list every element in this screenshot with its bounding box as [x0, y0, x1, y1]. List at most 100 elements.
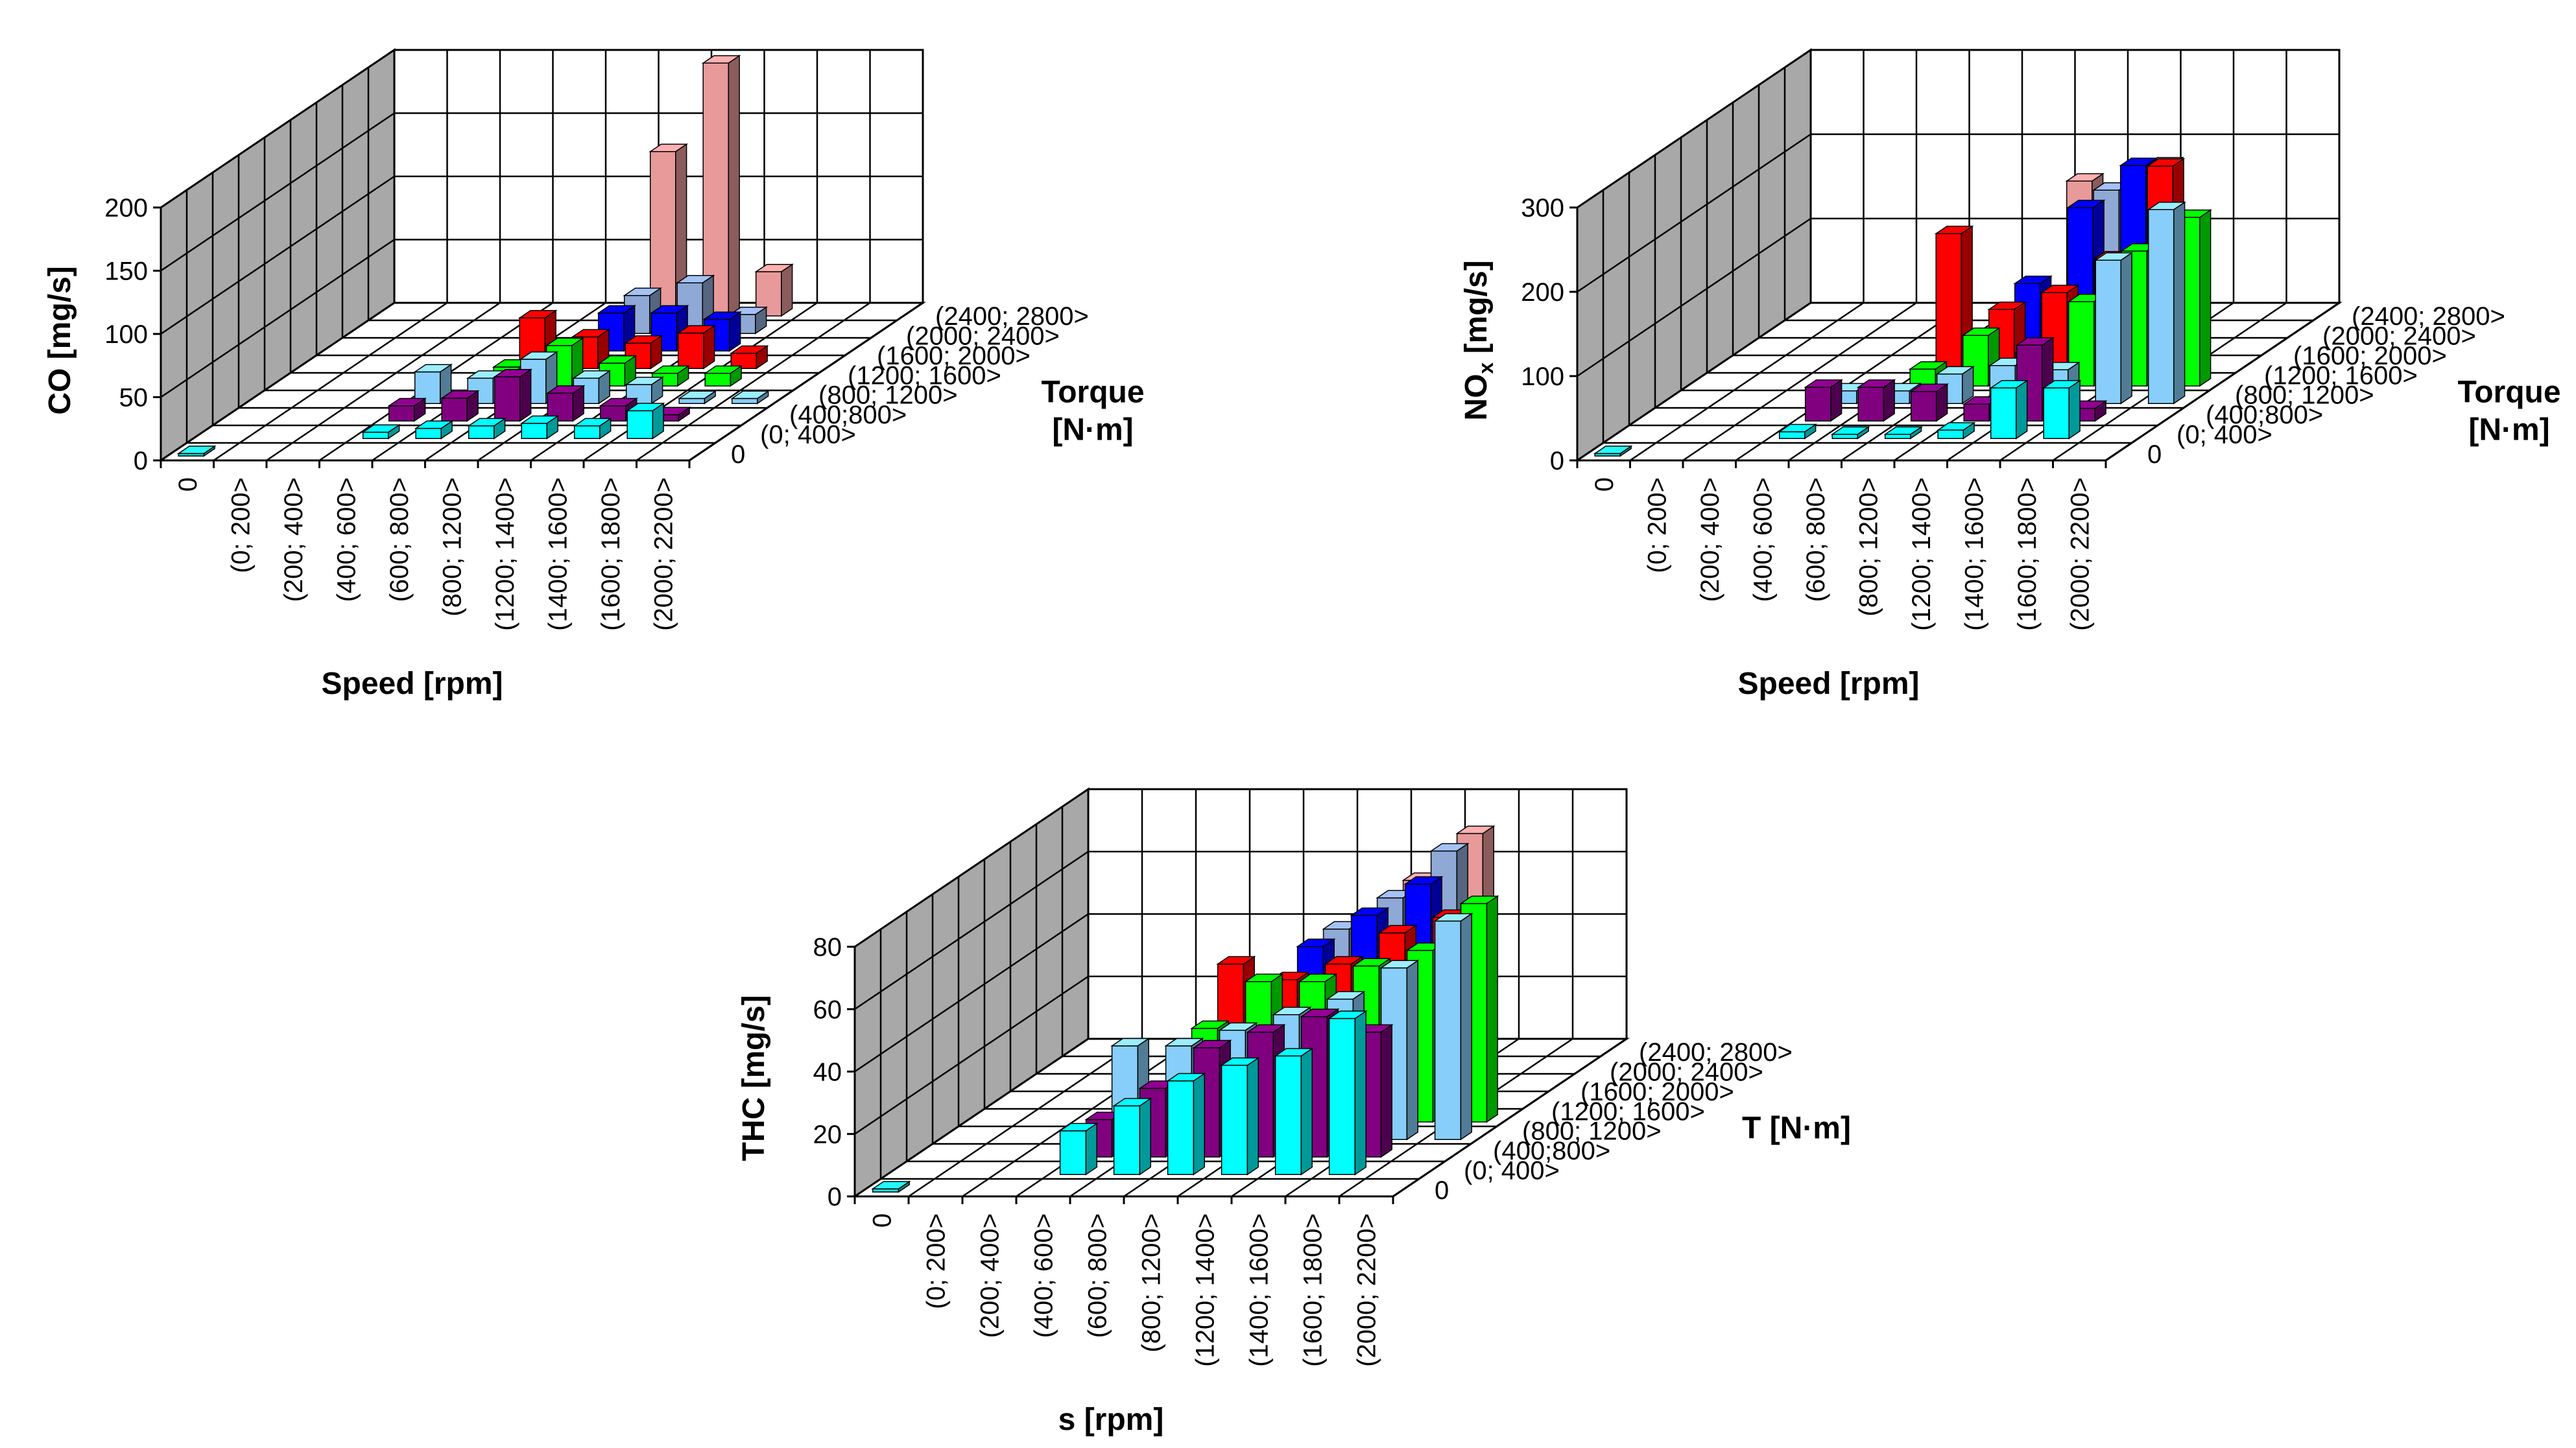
- z-tick-label: (0; 400>: [760, 420, 856, 449]
- floor-grid-line: [636, 302, 871, 462]
- bar: [519, 415, 560, 440]
- bars: [176, 54, 794, 457]
- z-tick-label: (2000; 2400>: [2322, 322, 2476, 351]
- z-tick-label: (1600; 2000>: [2293, 342, 2447, 370]
- side-grid-line: [160, 112, 395, 272]
- bar: [1909, 383, 1950, 422]
- bar: [571, 370, 612, 405]
- bar: [493, 368, 533, 422]
- x-tick-label: (2000; 2200>: [2066, 477, 2094, 631]
- x-tick-label: (800; 1200>: [1854, 477, 1883, 617]
- bar: [1778, 423, 1818, 440]
- z-tick-label: (0; 400>: [2176, 420, 2272, 449]
- floor-grid-line: [266, 302, 501, 462]
- bar: [623, 335, 663, 370]
- bar: [467, 417, 507, 440]
- bar: [1989, 379, 2029, 440]
- z-tick-label: (800; 1200>: [2235, 381, 2374, 410]
- x-axis: 0 (0; 200> (200; 400> (400; 600> (600; 800> (…: [853, 1195, 1394, 1367]
- z-axis: 0 (0; 400>(400;800>(800; 1200>(1200; 1600…: [1392, 1038, 1793, 1205]
- x-tick-label: (1200; 1400>: [491, 477, 519, 631]
- y-tick-label: 150: [104, 257, 148, 286]
- bar: [1220, 1057, 1260, 1176]
- z-tick-label: (1200; 1600>: [848, 361, 1001, 390]
- floor-grid-line: [583, 302, 818, 462]
- axis-titles: THC [mg/s] s [rpm] T [N·m]: [737, 995, 1851, 1437]
- y-tick-label: 0: [1550, 447, 1564, 475]
- z-axis-title: T [N·m]: [1742, 1111, 1851, 1146]
- x-tick-label: 0: [868, 1213, 897, 1228]
- co-chart: 0 50 100 150 200 0 (0; 200> (200; 400> (400; 600…: [43, 48, 1145, 701]
- side-grid-line: [854, 851, 1089, 1010]
- side-grid-line: [160, 175, 395, 335]
- z-tick-label: (400;800>: [789, 401, 907, 429]
- z-tick-label: (2400; 2800>: [1639, 1038, 1793, 1067]
- z-tick-label: (2400; 2800>: [2352, 302, 2505, 331]
- z-axis-title: [N·m]: [1052, 413, 1133, 447]
- x-axis-title: Speed [rpm]: [1737, 667, 1919, 701]
- x-tick-label: (1400; 1600>: [543, 477, 572, 631]
- bar: [2042, 379, 2082, 440]
- bar: [2093, 252, 2134, 405]
- x-tick-label: (200; 400>: [976, 1213, 1005, 1338]
- z-tick-label: (1600; 2000>: [877, 342, 1031, 370]
- z-tick-label: 0: [731, 440, 745, 469]
- bar: [754, 263, 794, 317]
- x-tick-label: (1400; 1600>: [1245, 1213, 1274, 1367]
- x-tick-label: (2000; 2200>: [649, 477, 678, 631]
- z-axis-line: [1392, 1038, 1627, 1198]
- y-tick-label: 300: [1521, 194, 1564, 222]
- bar: [176, 445, 217, 457]
- bar: [649, 143, 689, 317]
- z-tick-label: (2000; 2400>: [1610, 1058, 1763, 1087]
- y-tick-label: 200: [1521, 278, 1564, 307]
- bars: [1593, 156, 2213, 457]
- x-tick-label: (800; 1200>: [438, 477, 466, 617]
- z-tick-label: (1200; 1600>: [1551, 1097, 1705, 1126]
- bar: [1274, 1047, 1314, 1176]
- x-axis: 0 (0; 200> (200; 400> (400; 600> (600; 800> (…: [160, 459, 691, 631]
- bar: [871, 1180, 911, 1193]
- side-grid-line: [1577, 133, 1811, 293]
- x-tick-label: (200; 400>: [280, 477, 308, 602]
- thc-chart: 0 20 40 60 80 0 (0; 200> (200; 400> (400; 600> (6…: [737, 787, 1851, 1437]
- x-tick-label: (1200; 1400>: [1907, 477, 1936, 631]
- x-tick-label: 0: [174, 477, 202, 492]
- x-axis: 0 (0; 200> (200; 400> (400; 600> (600; 800> (…: [1576, 459, 2107, 631]
- x-tick-label: (800; 1200>: [1138, 1213, 1166, 1353]
- y-axis-title: THC [mg/s]: [737, 995, 771, 1161]
- x-tick-label: (1200; 1400>: [1191, 1213, 1220, 1367]
- bar: [677, 390, 717, 405]
- bar: [2147, 201, 2187, 405]
- y-tick-label: 20: [813, 1121, 842, 1149]
- z-axis: 0 (0; 400>(400;800>(800; 1200>(1200; 1600…: [2105, 302, 2505, 469]
- axis-titles: NOx [mg/s] Speed [rpm] Torque[N·m]: [1459, 260, 2561, 701]
- x-tick-label: (0; 200>: [1643, 477, 1671, 573]
- z-tick-label: (1600; 2000>: [1580, 1078, 1734, 1106]
- y-axis-title: NOx [mg/s]: [1459, 260, 1497, 420]
- y-tick-label: 80: [813, 933, 842, 962]
- z-axis-line: [689, 302, 924, 462]
- z-axis-line: [2105, 302, 2340, 462]
- bar: [1856, 379, 1896, 422]
- bar: [387, 398, 427, 422]
- side-grid-line: [854, 975, 1089, 1135]
- floor-grid-line: [1735, 302, 1970, 462]
- bar: [676, 324, 717, 370]
- x-tick-label: (400; 600>: [1030, 1213, 1058, 1338]
- bar: [1328, 1010, 1368, 1176]
- z-axis-title: [N·m]: [2468, 413, 2549, 447]
- y-axis: 0 20 40 60 80: [813, 933, 855, 1211]
- y-tick-label: 40: [813, 1058, 842, 1087]
- bar: [703, 364, 743, 387]
- y-tick-label: 0: [828, 1183, 842, 1211]
- y-tick-label: 200: [104, 194, 148, 222]
- bar: [573, 417, 613, 440]
- x-tick-label: (1600; 1800>: [2013, 477, 2042, 631]
- bar: [1058, 1122, 1099, 1176]
- bar: [361, 423, 401, 440]
- z-axis-title: Torque: [1041, 375, 1144, 410]
- z-tick-label: (2400; 2800>: [935, 302, 1089, 331]
- bar: [1883, 425, 1924, 440]
